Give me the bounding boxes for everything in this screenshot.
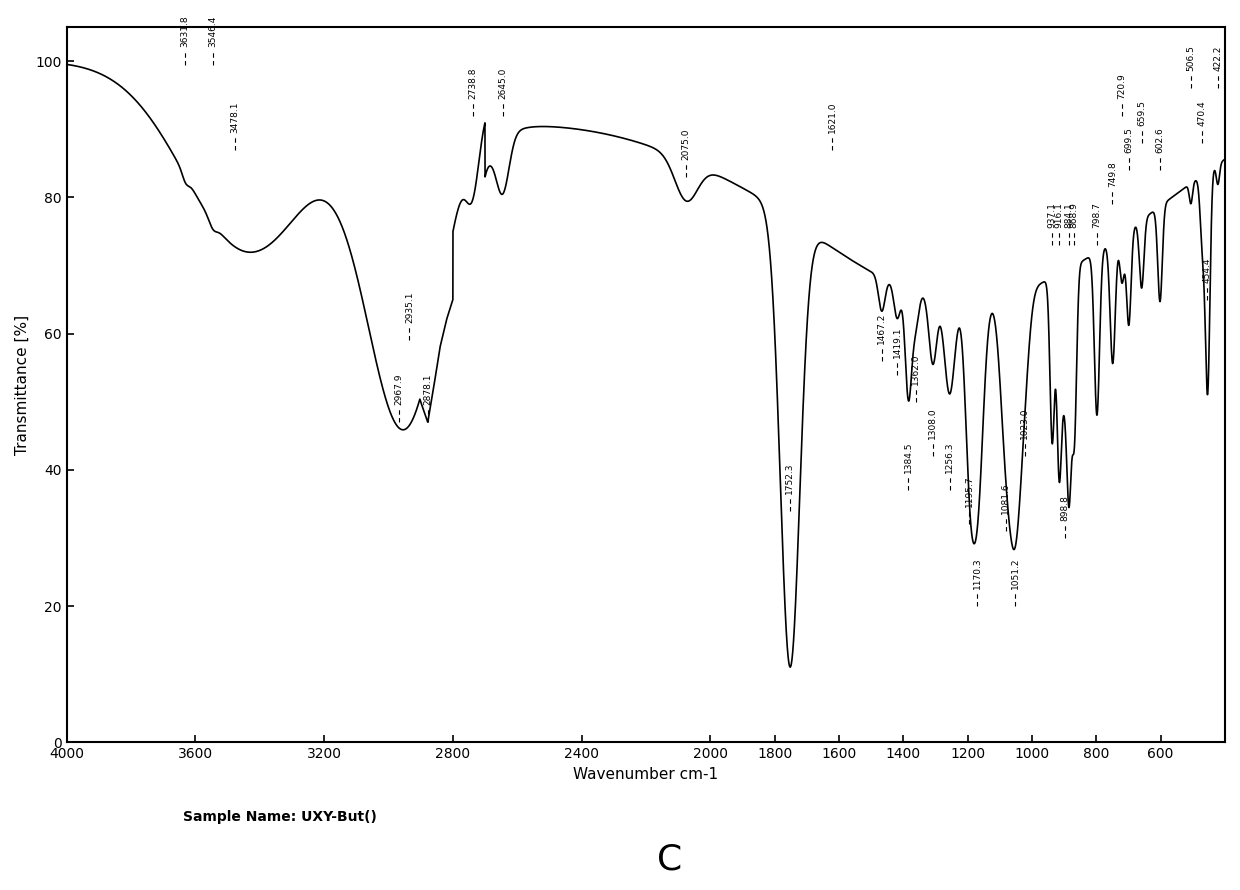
Text: 1467.2: 1467.2 xyxy=(877,312,887,344)
Text: 749.8: 749.8 xyxy=(1109,161,1117,187)
Text: 1195.7: 1195.7 xyxy=(965,476,973,507)
Text: Sample Name: UXY-But(): Sample Name: UXY-But() xyxy=(182,811,377,824)
Text: 1384.5: 1384.5 xyxy=(904,441,913,473)
Text: 470.4: 470.4 xyxy=(1198,101,1207,125)
Text: 3478.1: 3478.1 xyxy=(231,101,239,133)
Text: 2075.0: 2075.0 xyxy=(682,128,691,160)
Text: 884.1: 884.1 xyxy=(1065,202,1074,228)
Text: 699.5: 699.5 xyxy=(1125,127,1133,153)
Text: 1621.0: 1621.0 xyxy=(827,101,837,133)
Text: 720.9: 720.9 xyxy=(1117,73,1126,99)
Text: 602.6: 602.6 xyxy=(1156,127,1164,153)
Text: 1419.1: 1419.1 xyxy=(893,326,901,358)
Text: 3631.8: 3631.8 xyxy=(181,16,190,47)
Text: 1081.6: 1081.6 xyxy=(1001,482,1011,514)
Text: 1051.2: 1051.2 xyxy=(1011,558,1021,589)
Y-axis label: Transmittance [%]: Transmittance [%] xyxy=(15,315,30,455)
Text: 2645.0: 2645.0 xyxy=(498,68,507,99)
Text: 2878.1: 2878.1 xyxy=(423,374,433,405)
Text: 2738.8: 2738.8 xyxy=(467,67,477,99)
Text: 1362.0: 1362.0 xyxy=(911,353,920,384)
Text: C: C xyxy=(657,843,682,877)
Text: 506.5: 506.5 xyxy=(1187,45,1195,71)
Text: 454.4: 454.4 xyxy=(1203,257,1211,282)
X-axis label: Wavenumber cm-1: Wavenumber cm-1 xyxy=(573,767,718,782)
Text: 2935.1: 2935.1 xyxy=(405,292,414,323)
Text: 1023.0: 1023.0 xyxy=(1021,408,1029,440)
Text: 916.1: 916.1 xyxy=(1054,202,1064,228)
Text: 3546.4: 3546.4 xyxy=(208,16,217,47)
Text: 868.9: 868.9 xyxy=(1070,202,1079,228)
Text: 798.7: 798.7 xyxy=(1092,202,1101,228)
Text: 2967.9: 2967.9 xyxy=(394,374,403,405)
Text: 1170.3: 1170.3 xyxy=(972,557,982,589)
Text: 659.5: 659.5 xyxy=(1137,100,1146,125)
Text: 937.1: 937.1 xyxy=(1048,202,1056,228)
Text: 422.2: 422.2 xyxy=(1214,46,1223,71)
Text: 1256.3: 1256.3 xyxy=(945,441,954,473)
Text: 898.8: 898.8 xyxy=(1060,495,1069,521)
Text: 1752.3: 1752.3 xyxy=(785,462,795,494)
Text: 1308.0: 1308.0 xyxy=(929,408,937,440)
